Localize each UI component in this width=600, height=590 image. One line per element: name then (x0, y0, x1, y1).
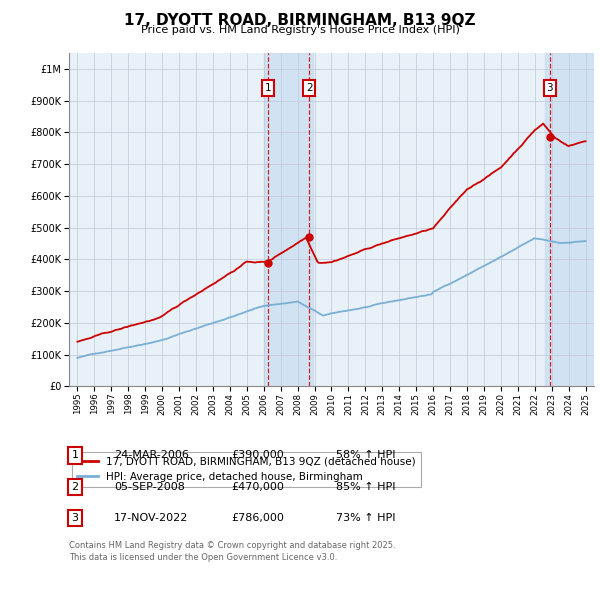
Bar (545, 53, 594, 386)
Text: £786,000: £786,000 (231, 513, 284, 523)
Text: 05-SEP-2008: 05-SEP-2008 (114, 482, 185, 491)
Bar (264, 53, 313, 386)
Text: 85% ↑ HPI: 85% ↑ HPI (336, 482, 395, 491)
Text: 73% ↑ HPI: 73% ↑ HPI (336, 513, 395, 523)
Text: 2: 2 (71, 482, 79, 491)
Text: £470,000: £470,000 (231, 482, 284, 491)
Text: £390,000: £390,000 (231, 451, 284, 460)
Text: 17, DYOTT ROAD, BIRMINGHAM, B13 9QZ: 17, DYOTT ROAD, BIRMINGHAM, B13 9QZ (124, 13, 476, 28)
Text: This data is licensed under the Open Government Licence v3.0.: This data is licensed under the Open Gov… (69, 553, 337, 562)
Text: 2: 2 (306, 83, 313, 93)
Text: Contains HM Land Registry data © Crown copyright and database right 2025.: Contains HM Land Registry data © Crown c… (69, 541, 395, 550)
Text: 1: 1 (71, 451, 79, 460)
Text: Price paid vs. HM Land Registry's House Price Index (HPI): Price paid vs. HM Land Registry's House … (140, 25, 460, 35)
Legend: 17, DYOTT ROAD, BIRMINGHAM, B13 9QZ (detached house), HPI: Average price, detach: 17, DYOTT ROAD, BIRMINGHAM, B13 9QZ (det… (71, 452, 421, 487)
Text: 58% ↑ HPI: 58% ↑ HPI (336, 451, 395, 460)
Text: 1: 1 (265, 83, 271, 93)
Text: 17-NOV-2022: 17-NOV-2022 (114, 513, 188, 523)
Text: 24-MAR-2006: 24-MAR-2006 (114, 451, 189, 460)
Text: 3: 3 (71, 513, 79, 523)
Text: 3: 3 (547, 83, 553, 93)
